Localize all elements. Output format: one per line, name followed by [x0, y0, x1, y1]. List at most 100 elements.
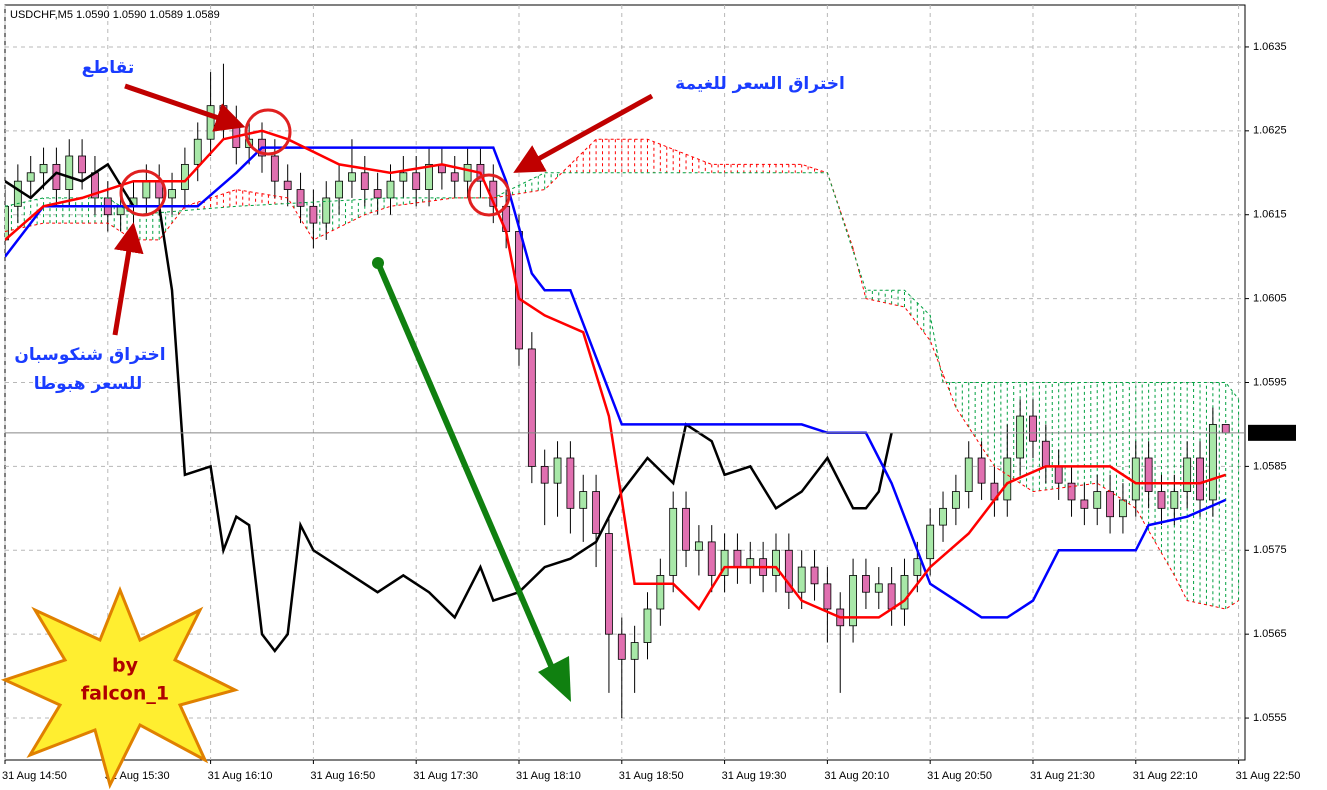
candle-body: [631, 643, 638, 660]
candle-body: [336, 181, 343, 198]
x-tick-label: 31 Aug 22:10: [1133, 770, 1198, 782]
y-tick-label: 1.0585: [1253, 460, 1287, 472]
candle-body: [1029, 416, 1036, 441]
candle-body: [1081, 500, 1088, 508]
chart: 1.0555 1.0565 1.0575 1.0585 1.0595 1.0605 1.06…: [0, 0, 1327, 790]
candle-body: [747, 559, 754, 567]
watermark: falcon_1: [81, 683, 169, 705]
candle-body: [683, 508, 690, 550]
candle-body: [927, 525, 934, 559]
y-tick-label: 1.0565: [1253, 628, 1287, 640]
candle-body: [1119, 500, 1126, 517]
candle-body: [451, 173, 458, 181]
candle-body: [695, 542, 702, 550]
candle-body: [207, 106, 214, 140]
x-tick-label: 31 Aug 16:50: [310, 770, 375, 782]
x-tick-label: 31 Aug 22:50: [1236, 770, 1301, 782]
candle-body: [1004, 458, 1011, 500]
x-tick-label: 31 Aug 20:50: [927, 770, 992, 782]
candle-body: [1145, 458, 1152, 492]
candle-body: [1209, 424, 1216, 500]
candle-body: [400, 173, 407, 181]
current-price-label: 1.0589: [1253, 427, 1287, 439]
candle-body: [888, 584, 895, 609]
candle-body: [1132, 458, 1139, 500]
candle-body: [1222, 424, 1229, 432]
candle-body: [1055, 466, 1062, 483]
y-tick-label: 1.0625: [1253, 125, 1287, 137]
candle-body: [1107, 492, 1114, 517]
candle-body: [348, 173, 355, 181]
x-tick-label: 31 Aug 19:30: [722, 770, 787, 782]
candle-body: [1158, 492, 1165, 509]
x-tick-label: 31 Aug 18:10: [516, 770, 581, 782]
candle-body: [297, 190, 304, 207]
x-tick-label: 31 Aug 21:30: [1030, 770, 1095, 782]
candle-body: [567, 458, 574, 508]
candle-body: [284, 181, 291, 189]
candle-body: [464, 164, 471, 181]
y-tick-label: 1.0605: [1253, 293, 1287, 305]
candle-body: [901, 575, 908, 609]
candle-body: [361, 173, 368, 190]
candle-body: [618, 634, 625, 659]
candle-body: [580, 492, 587, 509]
candle-body: [271, 156, 278, 181]
candle-body: [965, 458, 972, 492]
y-tick-label: 1.0555: [1253, 712, 1287, 724]
y-tick-label: 1.0575: [1253, 544, 1287, 556]
x-tick-label: 31 Aug 16:10: [208, 770, 273, 782]
candle-body: [387, 181, 394, 198]
candle-body: [1068, 483, 1075, 500]
candle-body: [66, 156, 73, 190]
candle-body: [53, 164, 60, 189]
candle-body: [310, 206, 317, 223]
x-tick-label: 31 Aug 17:30: [413, 770, 478, 782]
candle-body: [657, 575, 664, 609]
candle-body: [1094, 492, 1101, 509]
candle-body: [1042, 441, 1049, 466]
candle-body: [978, 458, 985, 483]
candle-body: [40, 164, 47, 172]
arrow-tail: [372, 257, 384, 269]
candle-body: [79, 156, 86, 173]
candle-body: [708, 542, 715, 576]
y-tick-label: 1.0635: [1253, 41, 1287, 53]
candle-body: [798, 567, 805, 592]
candle-body: [605, 534, 612, 635]
candle-body: [2, 206, 9, 240]
annotation: للسعر هبوطا: [34, 374, 143, 394]
candle-body: [14, 181, 21, 206]
candle-body: [169, 190, 176, 198]
candle-body: [554, 458, 561, 483]
candle-body: [952, 492, 959, 509]
candle-body: [194, 139, 201, 164]
candle-body: [413, 173, 420, 190]
annotation: اختراق السعر للغيمة: [675, 74, 845, 94]
candle-body: [374, 190, 381, 198]
annotation: اختراق شنكوسبان: [14, 345, 165, 365]
candle-body: [27, 173, 34, 181]
candle-body: [644, 609, 651, 643]
candle-body: [541, 466, 548, 483]
candle-body: [734, 550, 741, 567]
candle-body: [824, 584, 831, 609]
candle-body: [143, 181, 150, 198]
candle-body: [670, 508, 677, 575]
watermark: by: [112, 655, 139, 677]
y-tick-label: 1.0595: [1253, 376, 1287, 388]
candle-body: [940, 508, 947, 525]
candle-body: [1171, 492, 1178, 509]
x-tick-label: 31 Aug 18:50: [619, 770, 684, 782]
chart-title: USDCHF,M5 1.0590 1.0590 1.0589 1.0589: [10, 9, 220, 21]
x-tick-label: 31 Aug 14:50: [2, 770, 67, 782]
candle-body: [1017, 416, 1024, 458]
candle-body: [1184, 458, 1191, 492]
annotation: تقاطع: [82, 58, 135, 78]
candle-body: [1197, 458, 1204, 500]
x-tick-label: 31 Aug 20:10: [824, 770, 889, 782]
candle-body: [914, 559, 921, 576]
candle-body: [811, 567, 818, 584]
candle-body: [875, 584, 882, 592]
candle-body: [862, 575, 869, 592]
